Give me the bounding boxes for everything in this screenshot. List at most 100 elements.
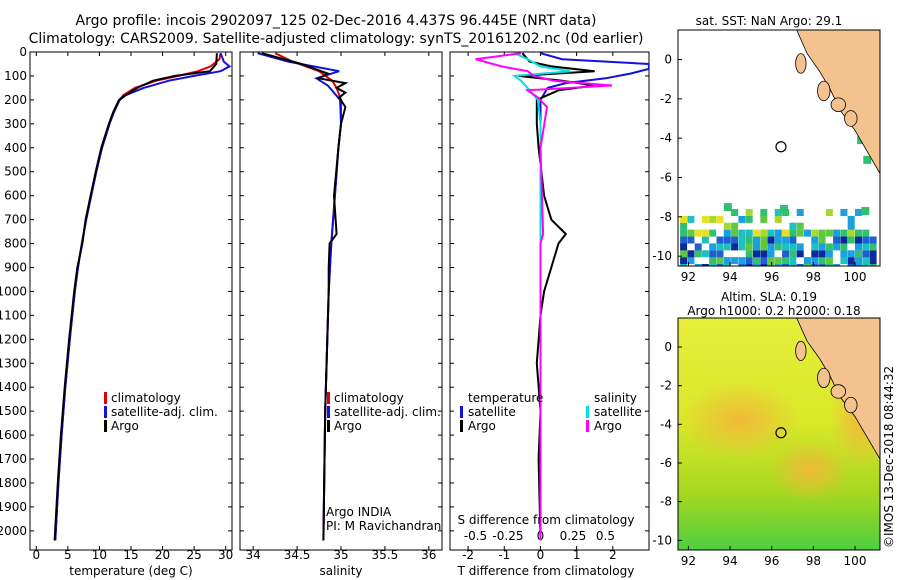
sst-pixel xyxy=(862,229,870,237)
legend-title-temperature: temperature xyxy=(468,391,543,405)
sst-pixel xyxy=(774,215,782,223)
sst-pixel xyxy=(840,236,848,244)
sst-pixel xyxy=(723,236,731,244)
sst-pixel xyxy=(709,229,717,237)
sst-pixel xyxy=(825,250,833,258)
sst-pixel xyxy=(745,264,753,266)
y-tick-label: 1900 xyxy=(0,500,27,514)
sst-pixel xyxy=(774,236,782,244)
sst-pixel xyxy=(811,257,819,265)
series-line-climatology xyxy=(54,53,222,541)
title-line2: Climatology: CARS2009. Satellite-adjuste… xyxy=(29,31,644,47)
sst-pixel xyxy=(687,236,695,244)
difference-xlabel: T difference from climatology xyxy=(457,564,635,578)
sst-pixel xyxy=(796,243,804,251)
sst-pixel xyxy=(869,264,877,266)
sst-pixel xyxy=(818,257,826,265)
legend-swatch-t-argo xyxy=(460,420,463,432)
x-tick-label: 36 xyxy=(421,548,436,562)
sst-pixel xyxy=(818,229,826,237)
axes-ticks: 0100200300400500600700800900100011001200… xyxy=(0,45,649,562)
y-tick-label: 500 xyxy=(4,165,27,179)
legend-swatch-climatology xyxy=(104,392,107,404)
x-tick-label: 34 xyxy=(246,548,261,562)
sst-pixel xyxy=(811,229,819,237)
sst-pixel xyxy=(825,209,833,216)
series-line-argo xyxy=(53,53,218,541)
sst-pixel xyxy=(687,215,695,223)
y-tick-label: 1100 xyxy=(0,308,27,322)
x-tick-label: 5 xyxy=(64,548,72,562)
imos-footer: ©IMOS 13-Dec-2018 08:44:32 xyxy=(882,366,896,548)
salinity-legend: climatology satellite-adj. clim. Argo xyxy=(327,391,441,433)
sst-pixel xyxy=(701,215,709,223)
series-line-climatology xyxy=(274,52,342,541)
sst-pixel xyxy=(760,250,768,258)
sst-pixel xyxy=(862,243,870,251)
legend-swatch-t-satellite xyxy=(460,406,463,418)
sst-pixel xyxy=(723,222,731,230)
sst-pixel xyxy=(738,264,746,266)
sst-pixel xyxy=(782,236,790,244)
map-y-tick-label: -4 xyxy=(660,131,672,145)
sst-pixel xyxy=(760,264,768,266)
sst-pixel xyxy=(869,257,877,265)
sst-pixel xyxy=(753,229,760,237)
y-tick-label: 1200 xyxy=(0,332,27,346)
sst-pixel xyxy=(789,264,797,266)
sst-pixel xyxy=(811,236,819,244)
sst-pixel xyxy=(745,229,753,237)
legend-swatch-climatology xyxy=(327,392,330,404)
sst-pixel xyxy=(782,257,790,265)
x-tick-label: 10 xyxy=(92,548,107,562)
legend-swatch-satellite xyxy=(327,406,330,418)
sst-pixel xyxy=(782,250,790,258)
legend-label-satellite: satellite-adj. clim. xyxy=(334,405,441,419)
land-island xyxy=(844,396,858,414)
legend-label-s-satellite: satellite xyxy=(594,405,642,419)
x-tick-label: 35 xyxy=(333,548,348,562)
map-x-tick-label: 98 xyxy=(806,270,821,284)
sst-pixel xyxy=(789,250,797,258)
land-island xyxy=(795,340,807,361)
x-tick-label: 35.5 xyxy=(372,548,399,562)
map-x-tick-label: 100 xyxy=(844,554,867,568)
temperature-legend: climatology satellite-adj. clim. Argo xyxy=(104,391,218,433)
sst-pixel xyxy=(767,250,775,258)
sst-pixel xyxy=(825,243,833,251)
sst-pixel xyxy=(680,236,688,244)
x-tick-label: -2 xyxy=(462,548,474,562)
sst-map-frame xyxy=(677,29,881,267)
sst-pixel xyxy=(855,236,862,244)
sst-pixel xyxy=(694,243,702,251)
sst-pixel xyxy=(833,243,841,251)
sst-pixel xyxy=(774,229,782,237)
sst-pixel xyxy=(811,250,819,258)
sst-pixel xyxy=(680,229,688,237)
sla-map-frame xyxy=(677,317,881,551)
sst-pixel xyxy=(731,222,739,230)
sst-pixel xyxy=(796,250,804,258)
sst-pixel xyxy=(863,155,872,164)
legend-swatch-s-satellite xyxy=(586,406,589,418)
sst-pixel xyxy=(694,250,702,258)
map-x-tick-label: 96 xyxy=(764,270,779,284)
sst-pixel xyxy=(862,257,870,265)
sst-pixel xyxy=(738,229,746,237)
y-tick-label: 300 xyxy=(4,117,27,131)
sst-pixel xyxy=(753,243,760,251)
sst-pixel xyxy=(840,209,848,216)
legend-label-satellite: satellite-adj. clim. xyxy=(111,405,218,419)
sst-pixel xyxy=(760,257,768,265)
sst-pixel xyxy=(745,215,753,223)
sst-pixel xyxy=(804,229,811,237)
y-tick-label: 800 xyxy=(4,237,27,251)
sst-pixel xyxy=(731,229,739,237)
sst-pixel xyxy=(833,229,841,237)
land-island xyxy=(817,367,831,388)
land-island xyxy=(830,97,847,113)
sst-pixel xyxy=(855,243,862,251)
difference-plot-frame xyxy=(449,51,650,551)
temperature-xlabel: temperature (deg C) xyxy=(69,564,192,578)
